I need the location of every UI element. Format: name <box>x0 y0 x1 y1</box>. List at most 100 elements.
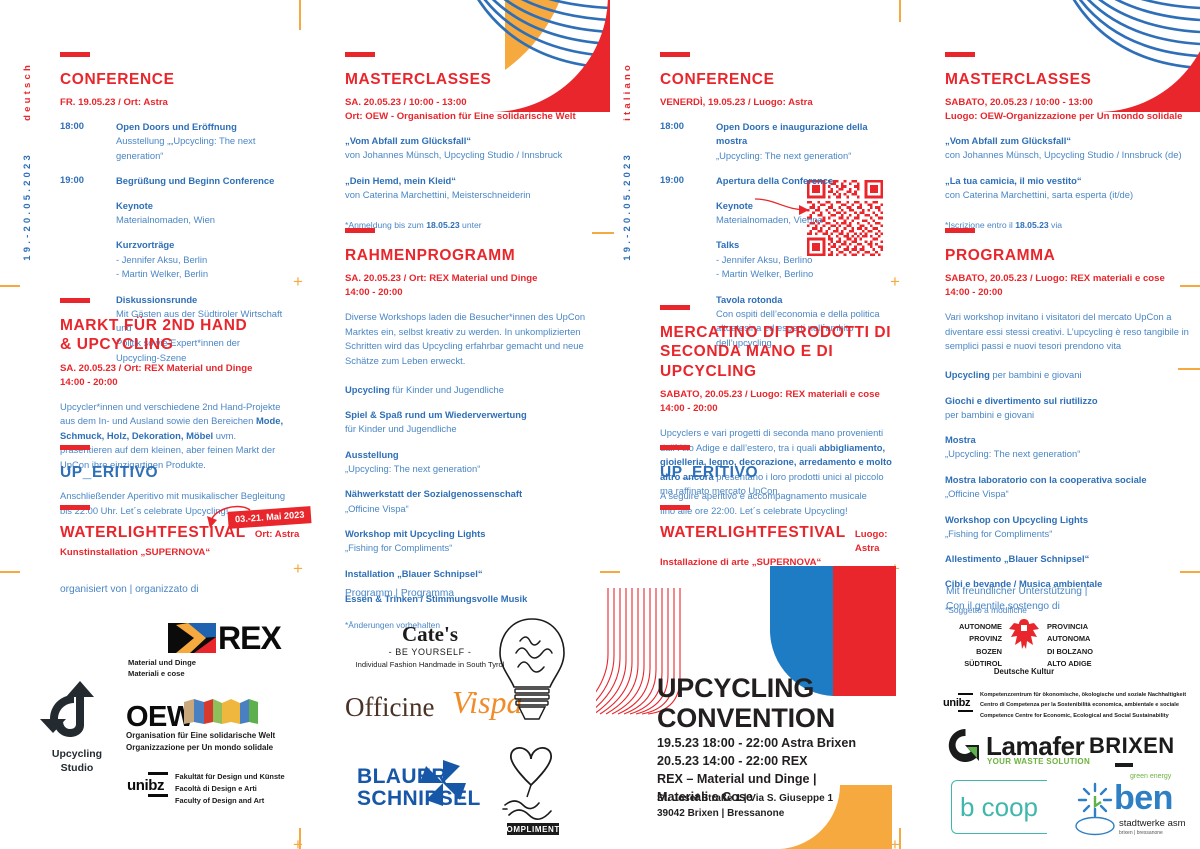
schedule-block-title: Kurzvorträge <box>116 239 175 251</box>
program-title: Mostra laboratorio con la cooperativa so… <box>945 473 1147 485</box>
masterclass-title: „Dein Hemd, mein Kleid“ <box>345 174 456 186</box>
schedule-body: Open Doors e inaugurazione della mostra „… <box>716 121 868 161</box>
schedule-row: 18:00 Open Doors e inaugurazione della mo… <box>660 120 890 162</box>
conference-schedule-it: 18:00 Open Doors e inaugurazione della mo… <box>660 120 890 350</box>
date-label-de: 19.-20.05.2023 <box>22 152 33 261</box>
schedule-block-detail: Con ospiti dell’economia e della politic… <box>716 307 880 348</box>
crop-mark-v-4 <box>899 828 901 849</box>
waterlight-place-de: Ort: Astra <box>254 529 300 540</box>
program-item: Workshop con Upcycling Lights „Fishing fo… <box>945 513 1200 542</box>
blauer-schnipsel-logo-line2: SCHNIPSEL <box>357 787 481 810</box>
program-detail: „Officine Vispa“ <box>945 487 1009 499</box>
section-title-conference-it: CONFERENCE <box>660 71 775 88</box>
officine-vispa-logo-part1: Officine <box>345 692 435 722</box>
schedule-row: 18:00 Open Doors und Eröffnung Ausstellung… <box>60 120 285 162</box>
crop-mark-cross-5: + <box>890 272 900 291</box>
unibz2-logo-subtitle: Kompetenzzentrum für ökonomische, ökolog… <box>980 692 1187 719</box>
crop-mark-h-6 <box>592 232 614 234</box>
blauer-schnipsel-logo-line1: BLAUER <box>357 765 447 788</box>
section-subtitle-masterclasses-it: SABATO, 20.05.23 / 10:00 - 13:00 Luogo: … <box>945 97 1183 123</box>
rahmenprogramm-intro-de: Diverse Workshops laden die Besucher*inn… <box>345 311 586 366</box>
province-line-1: AUTONOME <box>959 622 1002 631</box>
waterlight-sub-it: Installazione di arte „SUPERNOVA“ <box>660 556 822 568</box>
program-item: Spiel & Spaß rund um Wiederverwertung für… <box>345 408 597 437</box>
masterclass-detail: con Caterina Marchettini, sarta esperta … <box>945 188 1134 200</box>
schedule-body: Apertura della Conference <box>716 174 834 186</box>
date-label-it: 19.-20.05.2023 <box>622 152 633 261</box>
rex-logo-wordmark: REX <box>218 620 282 656</box>
waterlight-place-it: Luogo: Astra <box>854 529 888 554</box>
section-title-aperitivo-de: UP_ERITIVO <box>60 464 159 481</box>
hero-title: UPCYCLING CONVENTION <box>657 673 836 734</box>
program-item: Cibi e bevande / Musica ambientale <box>945 577 1200 591</box>
program-title: Mostra <box>945 434 976 446</box>
section-title-market-it: MERCATINO DI PRODOTTI DI SECONDA MANO E … <box>660 324 892 380</box>
schedule-body: Open Doors und Eröffnung Ausstellung „„Up… <box>116 121 256 161</box>
schedule-block: Keynote Materialnomaden, Wien <box>116 199 285 228</box>
divider-rule <box>945 228 975 233</box>
program-title: Installation „Blauer Schnipsel“ <box>345 567 483 579</box>
program-title: Nähwerkstatt der Sozialgenossenschaft <box>345 488 523 500</box>
deadline-date: 18.05.23 <box>426 219 460 230</box>
section-subtitle-rahmenprogramm-de: SA. 20.05.23 / Ort: REX Material und Din… <box>345 273 538 299</box>
program-item: Essen & Trinken / Stimmungsvolle Musik <box>345 592 597 606</box>
schedule-row: 19:00 Begrüßung und Beginn Conference <box>60 174 285 188</box>
aperitivo-body-de: Anschließender Aperitivo mit musikalisch… <box>60 490 286 516</box>
province-line-4: SÜDTIROL <box>964 659 1002 669</box>
ben-logo-starburst-icon <box>1077 782 1113 818</box>
lamafer-logo-icon <box>948 728 979 762</box>
ben-logo-subtitle: stadtwerke asm <box>1119 818 1186 829</box>
masterclass-title: „Vom Abfall zum Glücksfall“ <box>345 135 472 147</box>
cates-logo-tagline: - BE YOURSELF - <box>388 647 472 657</box>
footer-supported-label: Mit freundlicher Unterstützung | Con il … <box>946 586 1088 613</box>
ben-logo-subtitle-2: brixen | bressanone <box>1119 830 1163 836</box>
cates-logo-wordmark: Cate's <box>402 622 458 646</box>
province-line-3: BOZEN <box>976 646 1002 656</box>
section-title-aperitivo-it: UP_ERITIVO <box>660 464 759 481</box>
masterclasses-note-it: *Iscrizione entro il 18.05.23 via <box>945 219 1063 230</box>
divider-rule <box>660 445 690 450</box>
svg-text:COMPLIMENTS: COMPLIMENTS <box>500 825 566 834</box>
masterclass-detail: von Caterina Marchettini, Meisterschneid… <box>345 188 531 200</box>
program-item: Workshop mit Upcycling Lights „Fishing fo… <box>345 527 597 556</box>
section-title-programma-it: PROGRAMMA <box>945 247 1056 264</box>
section-title-conference-de: CONFERENCE <box>60 71 175 88</box>
divider-rule <box>660 505 690 510</box>
masterclass-detail: con Johannes Münsch, Upcycling Studio / … <box>945 149 1182 161</box>
divider-rule <box>60 52 90 57</box>
crop-mark-v-2 <box>899 0 901 22</box>
qr-code-registration-de[interactable] <box>807 180 883 256</box>
oew-logo-subtitle: Organisation für Eine solidarische Welt … <box>126 731 276 753</box>
program-title: Allestimento „Blauer Schnipsel“ <box>945 553 1090 565</box>
masterclasses-items-de: „Vom Abfall zum Glücksfall“ von Johannes … <box>345 134 595 202</box>
programma-items-it: Upcycling per bambini e giovani Giochi e … <box>945 368 1200 592</box>
upcycling-studio-logo-icon <box>40 681 94 737</box>
hero-address: St. Josef Straße 1 | Via S. Giuseppe 1 3… <box>657 793 834 819</box>
divider-rule <box>660 52 690 57</box>
divider-rule <box>660 305 690 310</box>
crop-mark-h-3 <box>600 571 620 573</box>
program-title: Workshop mit Upcycling Lights <box>345 528 486 540</box>
masterclass-detail: von Johannes Münsch, Upcycling Studio / … <box>345 149 563 161</box>
masterclass-item: „Dein Hemd, mein Kleid“ von Caterina Marc… <box>345 174 595 203</box>
province-line-2: PROVINZ <box>969 634 1002 644</box>
section-title-masterclasses-it: MASTERCLASSES <box>945 71 1092 88</box>
schedule-block: Keynote Materialnomaden, Vienna <box>716 199 890 228</box>
section-subtitle-market-it: SABATO, 20.05.23 / Luogo: REX materiali … <box>660 389 880 415</box>
program-detail: „Fishing for Compliments“ <box>945 527 1053 539</box>
province-line-7: DI BOLZANO <box>1047 646 1093 656</box>
lamafer-logo-wordmark: Lamafer <box>986 731 1085 761</box>
masterclass-item: „Vom Abfall zum Glücksfall“ von Johannes … <box>345 134 595 163</box>
schedule-time: 19:00 <box>60 173 84 185</box>
schedule-block-title: Keynote <box>116 199 153 211</box>
ben-logo-wordmark: ben <box>1114 779 1173 817</box>
rex-logo-icon <box>168 623 216 653</box>
program-title: Spiel & Spaß rund um Wiederverwertung <box>345 409 527 421</box>
province-line-6: AUTONOMA <box>1047 634 1091 644</box>
market-body-it: Upcyclers e vari progetti di seconda man… <box>660 426 892 497</box>
market-highlight: Mode, Schmuck, Holz, Dekoration, Möbel <box>60 415 284 441</box>
schedule-block: Kurzvorträge - Jennifer Aksu, Berlin - Ma… <box>116 238 285 281</box>
province-line-5: PROVINCIA <box>1047 622 1089 631</box>
section-title-rahmenprogramm-de: RAHMENPROGRAMM <box>345 247 516 264</box>
section-subtitle-masterclasses-de: SA. 20.05.23 / 10:00 - 13:00 Ort: OEW - … <box>345 97 576 123</box>
